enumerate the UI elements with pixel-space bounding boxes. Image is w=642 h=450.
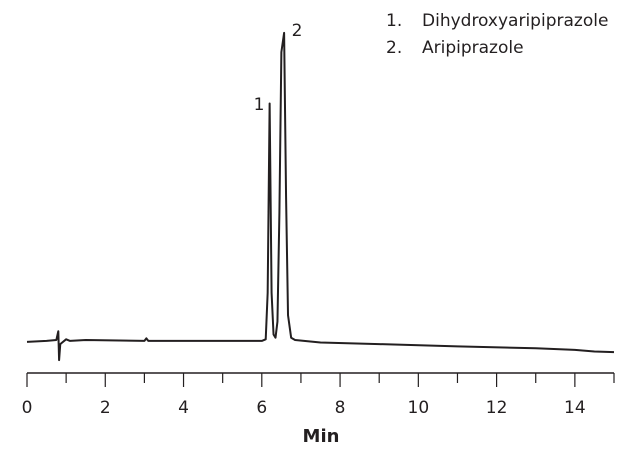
x-tick-label: 2 <box>100 398 111 418</box>
peak-label: 2 <box>292 21 303 41</box>
x-tick-label: 6 <box>256 398 267 418</box>
x-tick-label: 12 <box>486 398 508 418</box>
legend-number: 1. <box>386 11 402 31</box>
x-tick-label: 10 <box>408 398 430 418</box>
x-tick-label: 0 <box>22 398 33 418</box>
x-axis-title: Min <box>303 426 340 447</box>
x-tick-label: 8 <box>335 398 346 418</box>
legend-number: 2. <box>386 38 402 58</box>
x-tick-label: 4 <box>178 398 189 418</box>
x-tick-label: 14 <box>564 398 586 418</box>
peak-label: 1 <box>254 95 265 115</box>
chromatogram-trace <box>26 31 615 362</box>
legend-name: Aripiprazole <box>422 38 524 58</box>
legend-name: Dihydroxyaripiprazole <box>422 11 608 31</box>
